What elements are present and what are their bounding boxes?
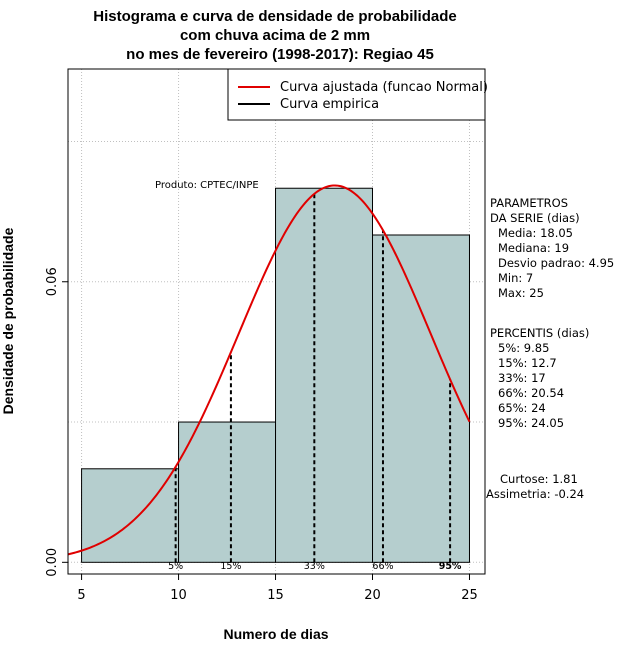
percentile-lines	[174, 193, 452, 563]
percentile-axis-label: 5%	[168, 561, 183, 572]
legend: Curva ajustada (funcao Normal) Curva emp…	[227, 68, 488, 121]
percentile-summary-line: 95%: 24.05	[498, 416, 564, 430]
parameter-line: Max: 25	[498, 286, 544, 300]
histogram-bar	[275, 187, 374, 563]
parameter-line: Min: 7	[498, 271, 533, 285]
parameter-line: DA SERIE (dias)	[490, 211, 580, 225]
x-tick-label: 10	[170, 588, 187, 603]
legend-box	[227, 68, 486, 121]
percentile-summary-line: 15%: 12.7	[498, 356, 557, 370]
chart-title: Histograma e curva de densidade de proba…	[93, 8, 456, 63]
title-line-2: com chuva acima de 2 mm	[180, 27, 370, 44]
percentile-axis-label: 66%	[372, 561, 393, 572]
assimetria-label: Assimetria: -0.24	[486, 487, 584, 501]
y-tick-label: 0.00	[45, 548, 60, 577]
percentile-labels: 5% 15% 33% 66% 95%	[168, 561, 462, 572]
title-line-3: no mes de fevereiro (1998-2017): Regiao …	[126, 46, 434, 63]
x-tick-label: 5	[77, 588, 85, 603]
y-axis: 0.00 0.06	[45, 267, 69, 577]
parameter-line: Desvio padrao: 4.95	[498, 256, 614, 270]
histogram-bar	[372, 234, 470, 563]
percentis-title: PERCENTIS (dias)	[490, 326, 589, 340]
percentile-axis-label: 15%	[220, 561, 241, 572]
fitted-normal-curve	[67, 184, 471, 556]
x-tick-label: 15	[267, 588, 284, 603]
x-axis: 5 10 15 20 25	[77, 573, 478, 603]
title-line-1: Histograma e curva de densidade de proba…	[93, 8, 456, 25]
percentile-summary-line: 33%: 17	[498, 371, 546, 385]
histogram-bar	[178, 421, 277, 563]
parameter-line: PARAMETROS	[490, 196, 568, 210]
x-tick-label: 25	[461, 588, 478, 603]
percentile-summary-line: 65%: 24	[498, 401, 546, 415]
fitted-curve-layer	[67, 184, 471, 556]
percentile-summary-line: 66%: 20.54	[498, 386, 564, 400]
percentile-axis-label: 33%	[304, 561, 325, 572]
parameter-line: Media: 18.05	[498, 226, 573, 240]
histogram-bar	[81, 468, 180, 563]
x-axis-label: Numero de dias	[223, 626, 328, 642]
percentile-summary-line: 5%: 9.85	[498, 341, 549, 355]
legend-entry-empirical: Curva empirica	[280, 97, 379, 112]
y-tick-label: 0.06	[45, 267, 60, 296]
histogram-bars	[81, 187, 470, 563]
legend-entry-fitted: Curva ajustada (funcao Normal)	[280, 80, 488, 95]
y-axis-label: Densidade de probabilidade	[0, 227, 16, 414]
parameter-line: Mediana: 19	[498, 241, 569, 255]
curtose-label: Curtose: 1.81	[500, 472, 578, 486]
percentile-axis-label: 95%	[439, 561, 462, 572]
produto-label: Produto: CPTEC/INPE	[155, 180, 259, 191]
x-tick-label: 20	[364, 588, 381, 603]
